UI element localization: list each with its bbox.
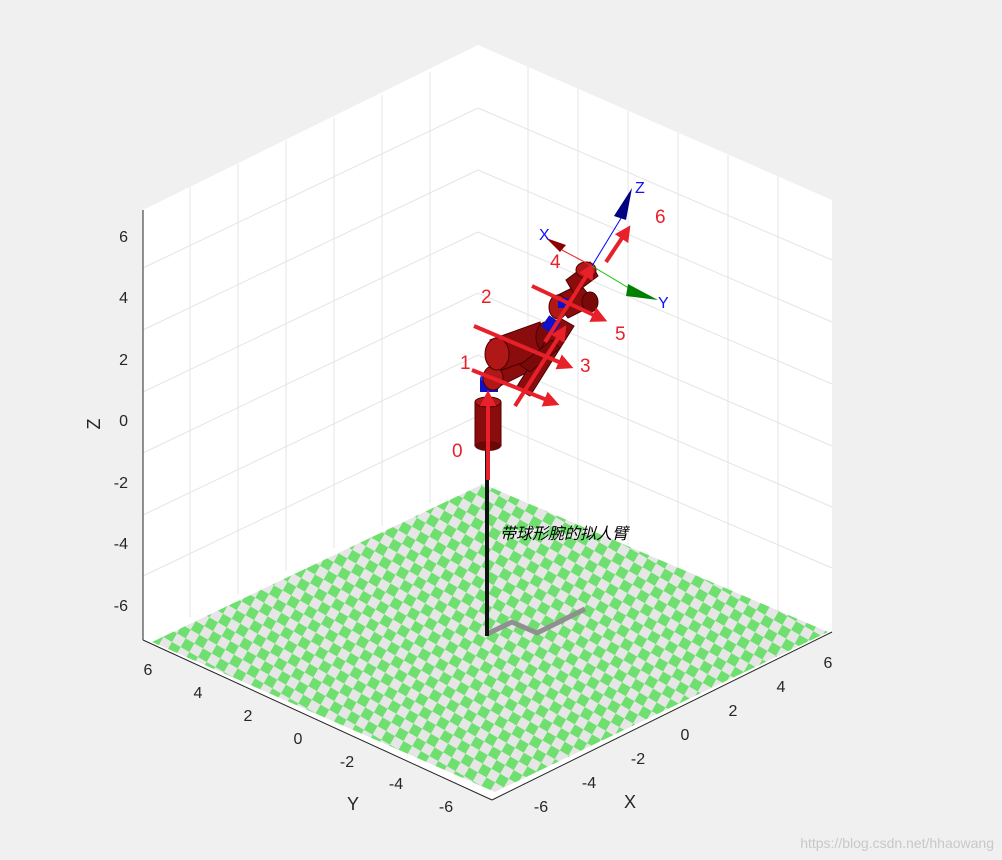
joint-axis-6 [604,225,631,264]
joint-axis-1 [471,368,560,407]
y-tick-label: 6 [144,662,153,679]
frame-number: 1 [460,353,471,374]
frame-number: 0 [452,441,463,462]
x-tick-label: 4 [777,679,786,696]
tool-x-line [561,249,593,267]
joint-axis-5 [543,263,595,344]
robot-floor-shadow [485,606,587,637]
joint-axis-2 [473,324,574,370]
frame-number: 5 [615,324,626,345]
y-tick-label: 4 [194,685,203,702]
x-axis-ticks: -6 -4 -2 0 2 4 6 X [534,655,833,816]
tool-x-label: X [539,227,550,244]
grid-lines [142,67,833,617]
back-right-wall [478,45,832,632]
x-tick-label: -2 [631,751,645,768]
frame-number: 2 [481,287,492,308]
x-axis-label: X [624,792,636,812]
checkerboard-floor [152,484,828,792]
z-axis-ticks: 6 4 2 0 -2 -4 -6 Z [84,229,128,615]
tool-y-cone [626,284,658,300]
tool-y-label: Y [658,295,669,312]
z-tick-label: 4 [119,290,128,307]
z-tick-label: 0 [119,413,128,430]
y-tick-label: -2 [340,754,354,771]
x-tick-label: -4 [582,775,596,792]
back-left-wall [143,45,478,640]
z-axis-label: Z [84,419,104,430]
joint-axis-3 [513,325,567,408]
tool-frame: Z Y X [539,180,669,312]
y-axis-label: Y [347,794,359,814]
robot-name-label: 带球形腕的拟人臂 [500,524,630,543]
z-tick-label: -6 [114,598,128,615]
z-tick-label: 6 [119,229,128,246]
x-tick-label: 6 [824,655,833,672]
y-tick-label: -6 [439,799,453,816]
frame-number: 3 [580,356,591,377]
joint-axis-4 [531,284,608,322]
y-tick-label: -4 [389,776,403,793]
y-tick-label: 0 [294,731,303,748]
tool-y-line [591,265,633,291]
x-tick-label: -6 [534,799,548,816]
z-tick-label: 2 [119,352,128,369]
x-tick-label: 0 [681,727,690,744]
y-tick-label: 2 [244,708,253,725]
joint-axes [471,225,631,480]
z-tick-label: -2 [114,475,128,492]
tool-z-line [591,209,627,267]
frame-number: 6 [655,207,666,228]
axis-edges [142,210,833,801]
y-axis-ticks: 6 4 2 0 -2 -4 -6 Y [144,662,454,816]
frame-numbers: 0 1 2 3 4 5 6 [452,207,666,462]
tool-z-cone [614,188,632,220]
watermark: https://blog.csdn.net/hhaowang [800,835,994,851]
x-tick-label: 2 [729,703,738,720]
z-tick-label: -4 [114,536,128,553]
tool-x-cone [546,238,566,252]
frame-number: 4 [550,252,561,273]
tool-z-label: Z [635,180,645,197]
